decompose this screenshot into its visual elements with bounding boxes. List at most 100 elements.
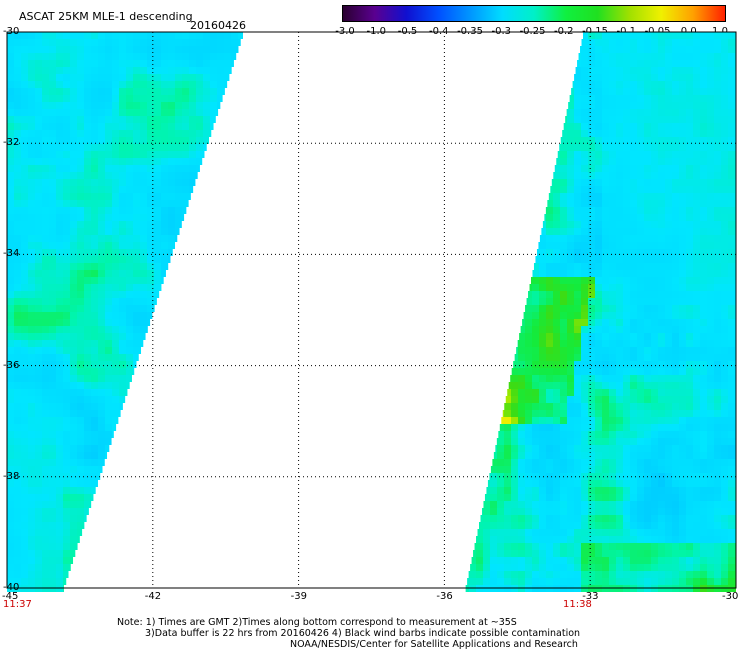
- swath-cell: [644, 151, 651, 158]
- swath-cell: [700, 557, 707, 564]
- swath-cell: [21, 81, 28, 88]
- swath-cell: [49, 354, 56, 361]
- swath-cell: [133, 256, 140, 263]
- swath-cell: [553, 564, 560, 571]
- time-label-left: 11:37: [3, 599, 32, 610]
- swath-cell: [532, 571, 539, 578]
- swath-cell: [84, 32, 91, 39]
- swath-cell: [91, 165, 98, 172]
- swath-cell: [728, 459, 735, 466]
- swath-cell: [567, 438, 574, 445]
- swath-cell: [630, 459, 637, 466]
- swath-cell: [14, 298, 21, 305]
- swath-cell: [84, 95, 91, 102]
- swath-cell: [665, 340, 672, 347]
- swath-cell: [672, 123, 679, 130]
- swath-cell: [574, 389, 581, 396]
- swath-cell: [28, 256, 35, 263]
- swath-cell: [574, 543, 581, 550]
- swath-cell: [77, 284, 84, 291]
- swath-cell: [560, 417, 567, 424]
- swath-cell: [56, 326, 63, 333]
- swath-cell: [581, 263, 588, 270]
- swath-cell: [546, 431, 553, 438]
- swath-cell: [623, 326, 630, 333]
- swath-cell: [595, 557, 602, 564]
- swath-cell: [175, 172, 182, 179]
- swath-cell: [98, 263, 105, 270]
- swath-cell: [595, 522, 602, 529]
- swath-cell: [616, 186, 623, 193]
- swath-cell: [154, 305, 155, 312]
- swath-cell: [700, 109, 707, 116]
- swath-cell: [546, 501, 553, 508]
- swath-cell: [63, 102, 70, 109]
- swath-cell: [7, 347, 14, 354]
- swath-cell: [609, 410, 616, 417]
- swath-cell: [35, 445, 42, 452]
- swath-cell: [126, 165, 133, 172]
- swath-cell: [714, 326, 721, 333]
- swath-cell: [518, 501, 525, 508]
- swath-cell: [616, 46, 623, 53]
- swath-cell: [70, 389, 77, 396]
- swath-cell: [42, 263, 49, 270]
- swath-cell: [602, 179, 609, 186]
- swath-cell: [105, 67, 112, 74]
- swath-cell: [21, 410, 28, 417]
- swath-cell: [231, 46, 238, 53]
- swath-cell: [91, 396, 98, 403]
- swath-cell: [665, 291, 672, 298]
- swath-cell: [49, 32, 56, 39]
- swath-cell: [546, 228, 553, 235]
- swath-cell: [203, 102, 210, 109]
- swath-cell: [546, 319, 553, 326]
- swath-cell: [679, 291, 686, 298]
- swath-cell: [28, 291, 35, 298]
- swath-cell: [651, 193, 658, 200]
- swath-cell: [714, 263, 721, 270]
- swath-cell: [672, 347, 679, 354]
- swath-cell: [637, 123, 644, 130]
- swath-cell: [147, 270, 154, 277]
- swath-cell: [665, 438, 672, 445]
- swath-cell: [707, 270, 714, 277]
- swath-cell: [49, 543, 56, 550]
- swath-cell: [42, 466, 49, 473]
- swath-cell: [511, 424, 518, 431]
- swath-cell: [511, 431, 518, 438]
- swath-cell: [560, 571, 567, 578]
- swath-cell: [630, 389, 637, 396]
- swath-cell: [714, 284, 721, 291]
- swath-cell: [105, 109, 112, 116]
- swath-cell: [630, 494, 637, 501]
- swath-cell: [707, 60, 714, 67]
- swath-cell: [623, 74, 630, 81]
- swath-cell: [581, 368, 588, 375]
- swath-cell: [539, 361, 546, 368]
- swath-cell: [707, 200, 714, 207]
- swath-cell: [196, 151, 203, 158]
- swath-cell: [623, 466, 630, 473]
- swath-cell: [14, 165, 21, 172]
- swath-cell: [651, 375, 658, 382]
- swath-cell: [154, 221, 161, 228]
- swath-cell: [91, 368, 98, 375]
- swath-cell: [28, 550, 35, 557]
- swath-cell: [35, 123, 42, 130]
- swath-cell: [623, 228, 630, 235]
- swath-cell: [126, 60, 133, 67]
- swath-cell: [70, 263, 77, 270]
- swath-cell: [672, 158, 679, 165]
- swath-cell: [77, 88, 84, 95]
- swath-cell: [105, 81, 112, 88]
- swath-cell: [658, 536, 665, 543]
- swath-cell: [609, 228, 616, 235]
- swath-cell: [616, 571, 623, 578]
- swath-cell: [126, 186, 133, 193]
- swath-cell: [616, 305, 623, 312]
- swath-cell: [28, 354, 35, 361]
- swath-cell: [112, 312, 119, 319]
- swath-cell: [35, 249, 42, 256]
- swath-cell: [707, 207, 714, 214]
